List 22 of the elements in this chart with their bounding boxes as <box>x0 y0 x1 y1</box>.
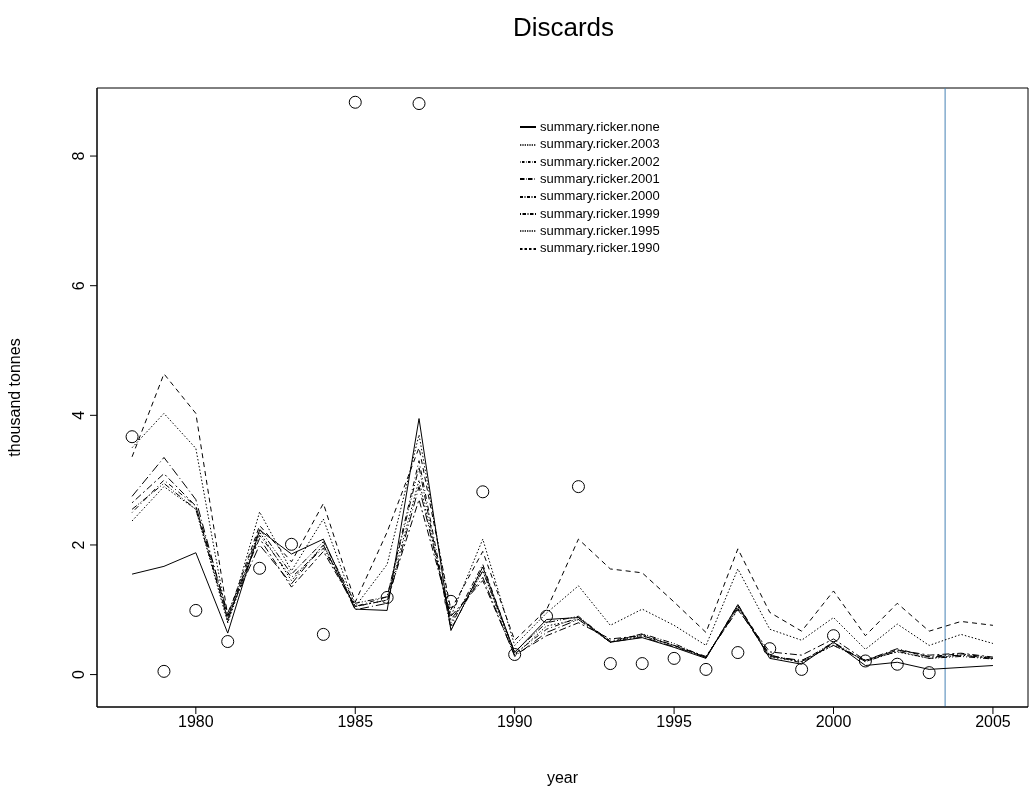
y-tick-label: 4 <box>70 410 87 420</box>
x-tick-label: 2000 <box>815 713 852 731</box>
legend-label: summary.ricker.2002 <box>540 153 660 169</box>
chart-title: Discards <box>511 12 616 43</box>
y-tick-label: 2 <box>70 540 87 550</box>
legend-label: summary.ricker.none <box>540 119 660 134</box>
x-tick-label: 1980 <box>178 713 214 731</box>
legend-label: summary.ricker.1995 <box>540 222 660 238</box>
x-tick-label: 2005 <box>975 713 1011 731</box>
y-tick-label: 8 <box>70 151 87 161</box>
legend-label: summary.ricker.1990 <box>540 240 660 256</box>
legend-label: summary.ricker.2003 <box>540 136 660 152</box>
x-axis-title: year <box>546 769 579 786</box>
x-tick-label: 1985 <box>337 713 374 731</box>
legend-label: summary.ricker.2001 <box>540 170 660 186</box>
y-tick-label: 6 <box>70 281 87 291</box>
y-tick-label: 0 <box>70 670 87 680</box>
x-tick-label: 1995 <box>656 713 692 731</box>
legend-label: summary.ricker.2000 <box>540 188 660 204</box>
y-axis-title: thousand tonnes <box>5 338 23 457</box>
legend-label: summary.ricker.1999 <box>540 205 660 221</box>
x-tick-label: 1990 <box>496 713 533 731</box>
